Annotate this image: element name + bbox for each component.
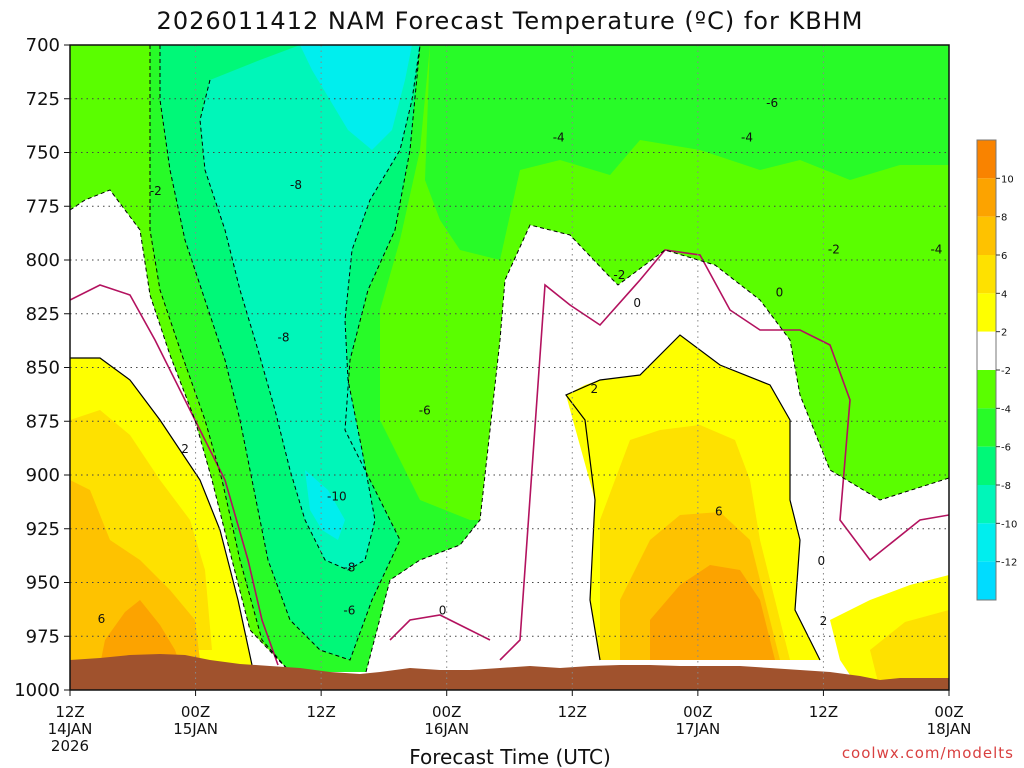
y-tick-label: 775 — [26, 196, 60, 217]
x-tick-label: 2026 — [51, 737, 89, 755]
x-tick-label: 00Z — [683, 703, 712, 721]
contour-label: -4 — [741, 130, 753, 144]
colorbar: 10 8 6 4 2 -2 -4 -6 -8 -10 -12 — [976, 139, 1017, 601]
contour-label: 2 — [820, 614, 828, 628]
x-tick-label: 16JAN — [424, 720, 469, 738]
colorbar-label: -8 — [1001, 481, 1011, 492]
colorbar-segment — [977, 446, 996, 485]
band-minus-8-to-minus-10 — [200, 45, 420, 570]
x-tick-label: 00Z — [181, 703, 210, 721]
contour-label: -10 — [327, 490, 347, 504]
chart-title: 2026011412 NAM Forecast Temperature (ºC)… — [157, 7, 864, 35]
colorbar-segment — [977, 561, 996, 600]
y-tick-label: 925 — [26, 519, 60, 540]
contour-zero-left — [70, 284, 279, 666]
credit-text: coolwx.com/modelts — [842, 744, 1014, 762]
contour-minus-eight — [199, 45, 421, 571]
x-tick-label: 00Z — [432, 703, 461, 721]
contour-label: -2 — [828, 242, 840, 256]
y-tick-label: 900 — [26, 465, 60, 486]
contour-two-left — [70, 357, 253, 666]
grid — [70, 45, 949, 690]
contour-label: 0 — [818, 554, 826, 568]
colorbar-segment — [977, 140, 996, 179]
colorbar-label: -10 — [1001, 519, 1017, 530]
y-tick-label: 700 — [26, 35, 60, 56]
contour-label: -6 — [343, 603, 355, 617]
colorbar-label: 4 — [1001, 289, 1007, 300]
x-tick-label: 17JAN — [675, 720, 720, 738]
colorbar-segment — [977, 293, 996, 332]
warm-far-right-4 — [870, 610, 949, 690]
x-tick-label: 12Z — [558, 703, 587, 721]
contour-zero-low — [389, 614, 491, 641]
colorbar-label: 10 — [1001, 174, 1014, 185]
y-axis: 700 725 750 775 800 825 850 875 900 925 950 975 1000 — [14, 35, 70, 701]
contour-label-layer: -10 -8 -8 -8 -6 -6 -6 -4 -4 -4 -2 -2 -2 0 0 0 0 2 2 2 6 6 — [98, 96, 943, 628]
colorbar-segment — [977, 523, 996, 562]
contour-label: 2 — [590, 382, 598, 396]
colorbar-label: 2 — [1001, 328, 1007, 339]
contour-label: -6 — [766, 96, 778, 110]
contour-label: 2 — [181, 442, 189, 456]
y-tick-label: 975 — [26, 626, 60, 647]
colorbar-segment — [977, 255, 996, 294]
contour-label: 0 — [633, 296, 641, 310]
colorbar-label: 6 — [1001, 251, 1007, 262]
y-tick-label: 725 — [26, 89, 60, 110]
colorbar-segment — [977, 408, 996, 447]
y-tick-label: 850 — [26, 358, 60, 379]
y-tick-label: 1000 — [14, 680, 60, 701]
contour-label: -8 — [343, 560, 355, 574]
contour-label: -2 — [150, 184, 162, 198]
colorbar-segment — [977, 216, 996, 255]
y-tick-label: 825 — [26, 304, 60, 325]
x-tick-label: 15JAN — [173, 720, 218, 738]
contour-label: 0 — [439, 603, 447, 617]
contour-minus-two-right — [365, 224, 949, 673]
contour-label: -8 — [277, 330, 289, 344]
band-minus-10-lower — [305, 470, 345, 540]
y-tick-label: 750 — [26, 143, 60, 164]
x-tick-label: 12Z — [306, 703, 335, 721]
x-tick-label: 12Z — [809, 703, 838, 721]
contour-label: -8 — [290, 178, 302, 192]
colorbar-segment — [977, 485, 996, 524]
colorbar-label: 8 — [1001, 213, 1007, 224]
band-minus-10-to-minus-12 — [300, 45, 412, 150]
x-axis-label: Forecast Time (UTC) — [409, 745, 611, 768]
contour-zero-right — [499, 249, 949, 661]
x-tick-label: 18JAN — [927, 720, 972, 738]
contour-two-right — [565, 334, 821, 661]
contour-label: 0 — [776, 285, 784, 299]
contour-label: -4 — [553, 130, 565, 144]
contour-label: 6 — [715, 505, 723, 519]
colorbar-segment — [977, 178, 996, 217]
y-tick-label: 800 — [26, 250, 60, 271]
colorbar-label: -6 — [1001, 443, 1011, 454]
contour-label: -6 — [419, 404, 431, 418]
colorbar-label: -2 — [1001, 366, 1011, 377]
colorbar-label: -12 — [1001, 558, 1017, 569]
contour-label: 6 — [98, 612, 106, 626]
warm-left-band-6 — [70, 480, 200, 660]
x-tick-label: 00Z — [934, 703, 963, 721]
colorbar-segment — [977, 331, 996, 370]
colorbar-segment — [977, 370, 996, 409]
y-tick-label: 950 — [26, 573, 60, 594]
ground-surface — [70, 654, 949, 690]
colorbar-label: -4 — [1001, 404, 1011, 415]
x-tick-label: 12Z — [55, 703, 84, 721]
contour-label: -2 — [613, 268, 625, 282]
contour-label: -4 — [930, 242, 942, 256]
contour-minus-four — [149, 45, 291, 673]
warm-left-band-8 — [100, 600, 180, 665]
x-tick-label: 14JAN — [48, 720, 93, 738]
y-tick-label: 875 — [26, 411, 60, 432]
contour-minus-two — [70, 189, 291, 673]
